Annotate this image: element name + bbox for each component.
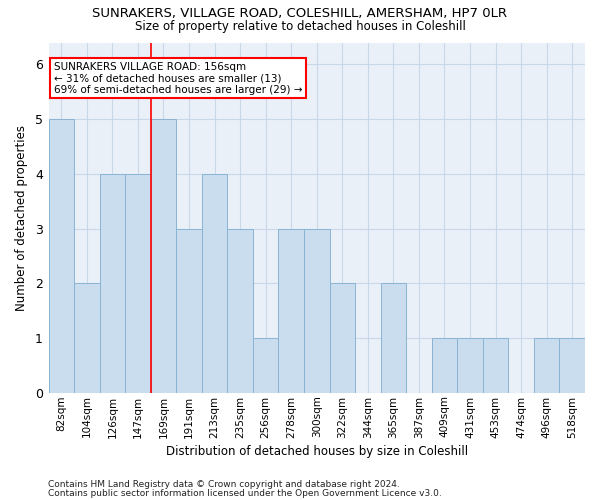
Bar: [559, 338, 585, 392]
Y-axis label: Number of detached properties: Number of detached properties: [15, 124, 28, 310]
Bar: [380, 283, 406, 393]
Bar: [534, 338, 559, 392]
Bar: [202, 174, 227, 392]
Bar: [304, 228, 329, 392]
Bar: [151, 119, 176, 392]
Text: SUNRAKERS VILLAGE ROAD: 156sqm
← 31% of detached houses are smaller (13)
69% of : SUNRAKERS VILLAGE ROAD: 156sqm ← 31% of …: [53, 62, 302, 95]
Bar: [253, 338, 278, 392]
X-axis label: Distribution of detached houses by size in Coleshill: Distribution of detached houses by size …: [166, 444, 468, 458]
Text: Contains HM Land Registry data © Crown copyright and database right 2024.: Contains HM Land Registry data © Crown c…: [48, 480, 400, 489]
Bar: [483, 338, 508, 392]
Bar: [49, 119, 74, 392]
Bar: [125, 174, 151, 392]
Bar: [227, 228, 253, 392]
Bar: [100, 174, 125, 392]
Text: Size of property relative to detached houses in Coleshill: Size of property relative to detached ho…: [134, 20, 466, 33]
Bar: [176, 228, 202, 392]
Text: SUNRAKERS, VILLAGE ROAD, COLESHILL, AMERSHAM, HP7 0LR: SUNRAKERS, VILLAGE ROAD, COLESHILL, AMER…: [92, 8, 508, 20]
Bar: [74, 283, 100, 393]
Bar: [432, 338, 457, 392]
Bar: [457, 338, 483, 392]
Bar: [329, 283, 355, 393]
Bar: [278, 228, 304, 392]
Text: Contains public sector information licensed under the Open Government Licence v3: Contains public sector information licen…: [48, 489, 442, 498]
